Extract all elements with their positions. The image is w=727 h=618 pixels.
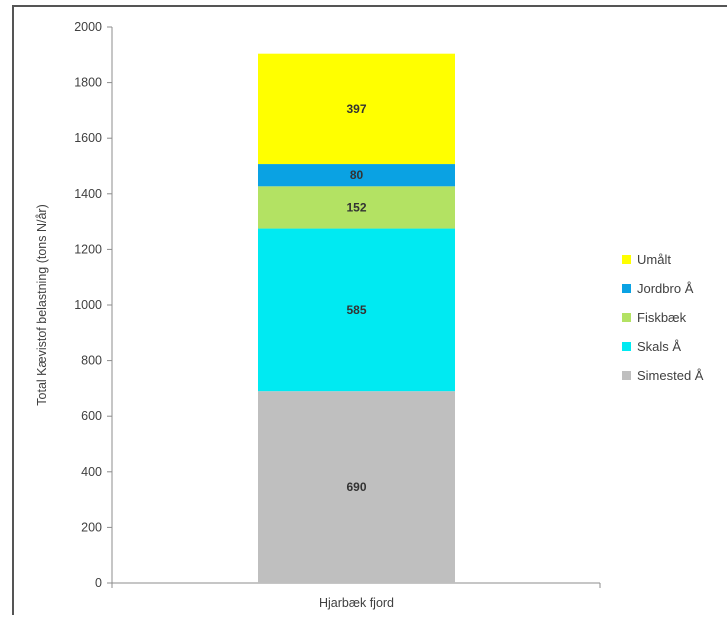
y-tick-label: 1200	[74, 242, 102, 256]
bar-segment	[258, 391, 455, 583]
legend-label: Jordbro Å	[637, 281, 694, 296]
y-tick-label: 600	[81, 409, 102, 423]
y-tick-label: 400	[81, 465, 102, 479]
data-label: 585	[346, 303, 366, 317]
bar-segment	[258, 53, 455, 165]
data-label: 80	[350, 168, 364, 182]
y-tick-label: 2000	[74, 20, 102, 34]
y-axis-label: Total Kævistof belastning (tons N/år)	[35, 204, 49, 405]
bars	[258, 53, 455, 583]
axes: 0 200 400 600 800 1000 1200 1400 1600 1800 2000 Hja…	[74, 20, 601, 610]
legend: Umålt Jordbro Å Fiskbæk Skals Å Simested Å	[622, 252, 704, 383]
legend-swatch	[622, 342, 631, 351]
data-label: 397	[346, 102, 366, 116]
y-tick-label: 1800	[74, 76, 102, 90]
legend-label: Skals Å	[637, 339, 681, 354]
y-tick-label: 1000	[74, 298, 102, 312]
y-tick-label: 800	[81, 354, 102, 368]
legend-label: Fiskbæk	[637, 310, 687, 325]
legend-swatch	[622, 371, 631, 380]
y-tick-label: 200	[81, 520, 102, 534]
legend-label: Umålt	[637, 252, 671, 267]
legend-swatch	[622, 284, 631, 293]
x-tick-label: Hjarbæk fjord	[319, 596, 394, 610]
data-label: 690	[346, 480, 366, 494]
legend-swatch	[622, 255, 631, 264]
y-tick-label: 1600	[74, 131, 102, 145]
y-tick-label: 1400	[74, 187, 102, 201]
bar-segment	[258, 228, 455, 392]
bar-segment	[258, 164, 455, 187]
bar-segment	[258, 186, 455, 229]
legend-swatch	[622, 313, 631, 322]
legend-label: Simested Å	[637, 368, 704, 383]
y-tick-label: 0	[95, 576, 102, 590]
segment-labels: 690 585 152 80 397	[346, 102, 366, 494]
chart-frame	[12, 5, 727, 615]
data-label: 152	[346, 200, 366, 214]
